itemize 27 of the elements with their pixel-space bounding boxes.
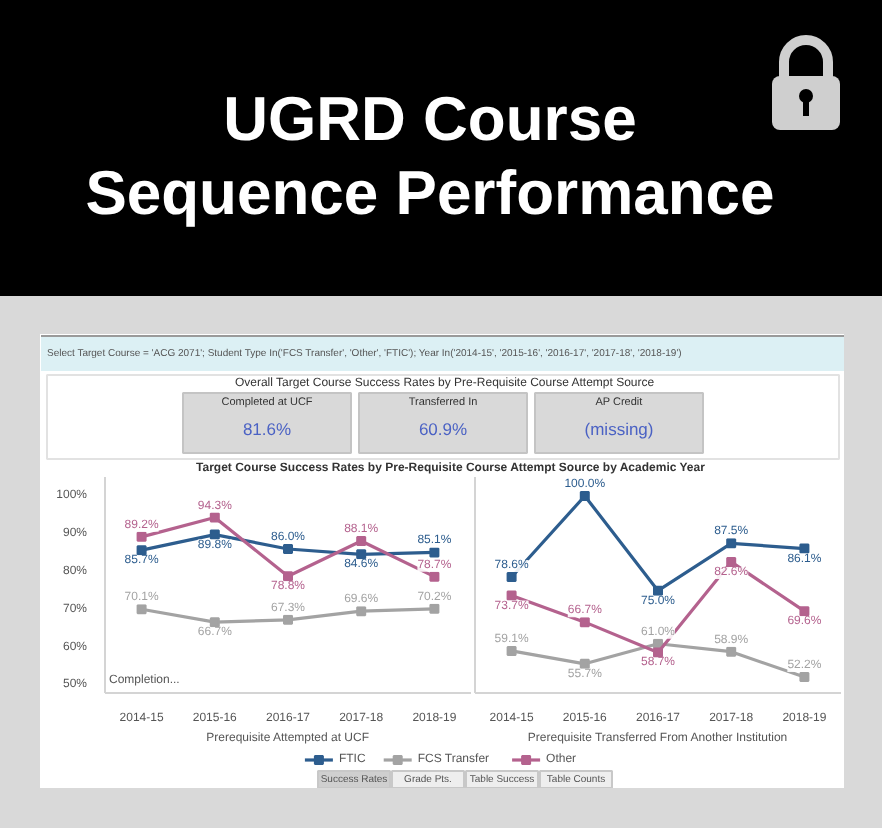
point: [429, 571, 440, 582]
point: [653, 585, 663, 596]
text: 60.9%: [418, 419, 468, 439]
point: [136, 604, 147, 615]
point: [506, 572, 517, 583]
point: [429, 603, 440, 614]
point: [799, 672, 810, 683]
point: [726, 538, 737, 549]
point: [283, 614, 293, 625]
text: (missing): [584, 419, 654, 439]
point: [579, 617, 590, 628]
point: [726, 646, 737, 657]
point: [283, 544, 293, 554]
point: [356, 536, 367, 547]
point: [209, 512, 220, 523]
point: [506, 590, 517, 601]
point: [356, 606, 367, 617]
text: UGRD Course Sequence Performance: [83, 82, 777, 230]
point: [579, 658, 590, 669]
text: 81.6%: [242, 419, 292, 439]
point: [136, 531, 147, 542]
point: [726, 556, 737, 567]
point: [799, 543, 810, 554]
point: [429, 547, 440, 558]
point: [506, 645, 517, 656]
point: [209, 529, 220, 540]
point: [579, 490, 590, 501]
